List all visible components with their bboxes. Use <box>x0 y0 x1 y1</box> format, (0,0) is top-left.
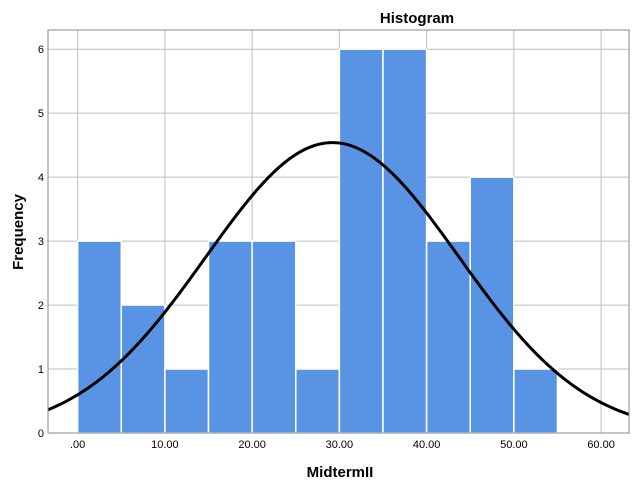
x-axis-title: MidtermII <box>307 464 374 481</box>
y-tick-label: 2 <box>38 300 44 312</box>
histogram-bar <box>120 304 166 434</box>
x-tick-label: 50.00 <box>500 439 528 451</box>
x-tick-label: 40.00 <box>413 439 441 451</box>
histogram-bar <box>469 176 515 434</box>
x-tick-label: 60.00 <box>587 439 615 451</box>
histogram-bar <box>207 240 253 434</box>
y-axis-title: Frequency <box>10 193 27 270</box>
normal-curve <box>47 141 630 416</box>
histogram-bar <box>338 48 384 434</box>
histogram-bar <box>76 240 123 434</box>
bars <box>76 48 559 434</box>
y-tick-label: 6 <box>38 44 44 56</box>
x-tick-label: 20.00 <box>238 439 266 451</box>
y-tick-label: 5 <box>38 108 44 120</box>
histogram-bar <box>164 368 210 434</box>
plot-frame <box>47 29 630 434</box>
chart-title: Histogram <box>380 10 454 27</box>
y-tick-label: 4 <box>38 172 44 184</box>
histogram-bar <box>425 240 471 434</box>
y-tick-label: 1 <box>38 364 44 376</box>
histogram-bar <box>295 368 341 434</box>
x-tick-label: .00 <box>70 439 85 451</box>
histogram-bar <box>251 240 297 434</box>
normal-curve-layer <box>47 141 630 416</box>
x-tick-label: 10.00 <box>151 439 179 451</box>
y-tick-labels: 0 1 2 3 4 5 6 <box>38 44 44 440</box>
y-tick-label: 3 <box>38 236 44 248</box>
y-tick-label: 0 <box>38 428 44 440</box>
histogram-bar <box>382 48 428 434</box>
x-tick-label: 30.00 <box>326 439 354 451</box>
histogram-bar <box>513 368 559 434</box>
x-tick-labels: .00 10.00 20.00 30.00 40.00 50.00 60.00 <box>70 439 615 451</box>
